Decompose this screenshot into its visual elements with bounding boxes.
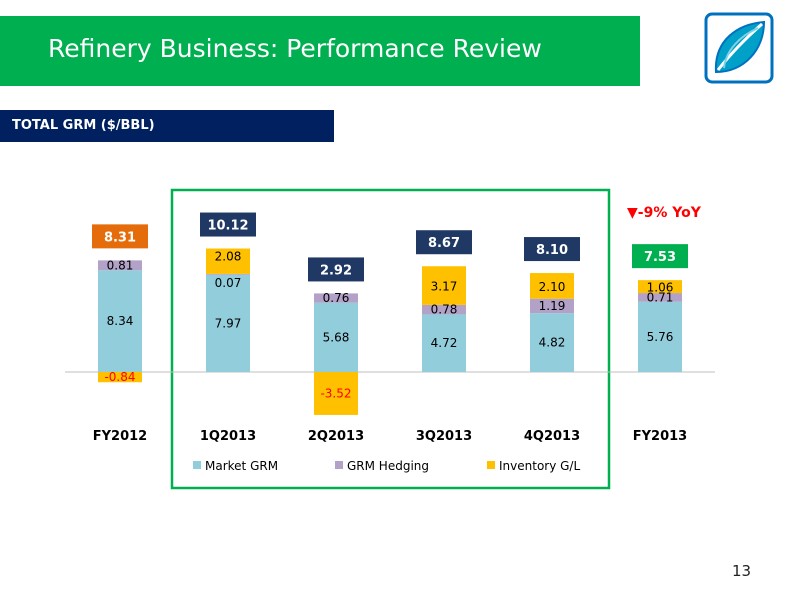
section-header-label: TOTAL GRM ($/BBL)	[12, 118, 155, 133]
total-box-fy2013	[632, 244, 688, 269]
total-label-fy2013: 7.53	[644, 250, 676, 265]
company-logo-icon	[704, 12, 774, 84]
category-label-fy2012: FY2012	[93, 429, 147, 444]
category-label-3q2013: 3Q2013	[416, 429, 472, 444]
bar-segment-market-grm-3q2013	[422, 314, 466, 372]
total-label-1q2013: 10.12	[207, 219, 248, 234]
bar-segment-market-grm-fy2013	[638, 301, 682, 372]
bars-layer	[98, 248, 682, 415]
bar-segment-grm-hedging-fy2013	[638, 293, 682, 302]
value-label-1-2q2013: 0.76	[323, 291, 350, 305]
total-box-fy2012	[92, 224, 148, 249]
value-label-1-3q2013: 0.78	[431, 303, 458, 317]
category-label-fy2013: FY2013	[633, 429, 687, 444]
value-label-0-2q2013: 5.68	[323, 330, 350, 344]
bar-segment-inventory-g-l-2q2013	[314, 372, 358, 415]
legend: Market GRM GRM Hedging Inventory G/L	[193, 459, 580, 473]
value-label-2-1q2013: 2.08	[215, 250, 242, 264]
page-title: Refinery Business: Performance Review	[48, 34, 542, 63]
value-label-1-4q2013: 1.19	[539, 299, 566, 313]
total-box-4q2013	[524, 237, 580, 262]
bar-segment-market-grm-4q2013	[530, 313, 574, 372]
value-label-2-fy2013: 1.06	[647, 281, 674, 295]
bar-segment-grm-hedging-2q2013	[314, 293, 358, 303]
highlight-frame	[170, 188, 611, 490]
total-label-fy2012: 8.31	[104, 230, 136, 245]
page-number: 13	[732, 562, 752, 580]
legend-swatch-1	[335, 461, 343, 469]
legend-label-2: Inventory G/L	[499, 459, 580, 473]
value-label-0-3q2013: 4.72	[431, 336, 458, 350]
value-label-2-3q2013: 3.17	[431, 280, 458, 294]
value-label-2-fy2012: -0.84	[104, 370, 135, 384]
category-label-2q2013: 2Q2013	[308, 429, 364, 444]
title-bar	[0, 16, 640, 86]
bar-segment-grm-hedging-4q2013	[530, 298, 574, 314]
legend-label-0: Market GRM	[205, 459, 278, 473]
bar-segment-inventory-g-l-fy2012	[98, 372, 142, 383]
labels-layer: 8.34 0.81 -0.84 8.31 FY2012 7.97 0.07 2.08 10.12…	[92, 212, 688, 444]
total-box-2q2013	[308, 257, 364, 282]
bar-segment-grm-hedging-3q2013	[422, 304, 466, 315]
total-label-3q2013: 8.67	[428, 236, 460, 251]
total-box-3q2013	[416, 230, 472, 255]
legend-swatch-0	[193, 461, 201, 469]
bar-segment-inventory-g-l-fy2013	[638, 280, 682, 294]
value-label-1-1q2013: 0.07	[215, 276, 242, 290]
value-label-0-fy2012: 8.34	[107, 314, 134, 328]
legend-swatch-2	[487, 461, 495, 469]
bar-segment-inventory-g-l-3q2013	[422, 266, 466, 305]
value-label-2-2q2013: -3.52	[320, 386, 351, 400]
section-header-bar	[0, 110, 334, 142]
category-label-1q2013: 1Q2013	[200, 429, 256, 444]
value-label-0-1q2013: 7.97	[215, 316, 242, 330]
yoy-change-label: ▼-9% YoY	[627, 205, 702, 221]
bar-segment-grm-hedging-fy2012	[98, 260, 142, 271]
value-label-1-fy2013: 0.71	[647, 290, 674, 304]
value-label-0-fy2013: 5.76	[647, 330, 674, 344]
bar-segment-inventory-g-l-4q2013	[530, 273, 574, 299]
bar-segment-inventory-g-l-1q2013	[206, 248, 250, 274]
value-label-1-fy2012: 0.81	[107, 258, 134, 272]
bar-segment-market-grm-2q2013	[314, 302, 358, 372]
total-label-2q2013: 2.92	[320, 263, 352, 278]
value-label-0-4q2013: 4.82	[539, 336, 566, 350]
category-label-4q2013: 4Q2013	[524, 429, 580, 444]
total-box-1q2013	[200, 212, 256, 237]
legend-label-1: GRM Hedging	[347, 459, 429, 473]
value-label-2-4q2013: 2.10	[539, 280, 566, 294]
total-label-4q2013: 8.10	[536, 243, 568, 258]
bar-segment-grm-hedging-1q2013	[206, 273, 250, 275]
bar-segment-market-grm-fy2012	[98, 270, 142, 372]
bar-segment-market-grm-1q2013	[206, 274, 250, 372]
